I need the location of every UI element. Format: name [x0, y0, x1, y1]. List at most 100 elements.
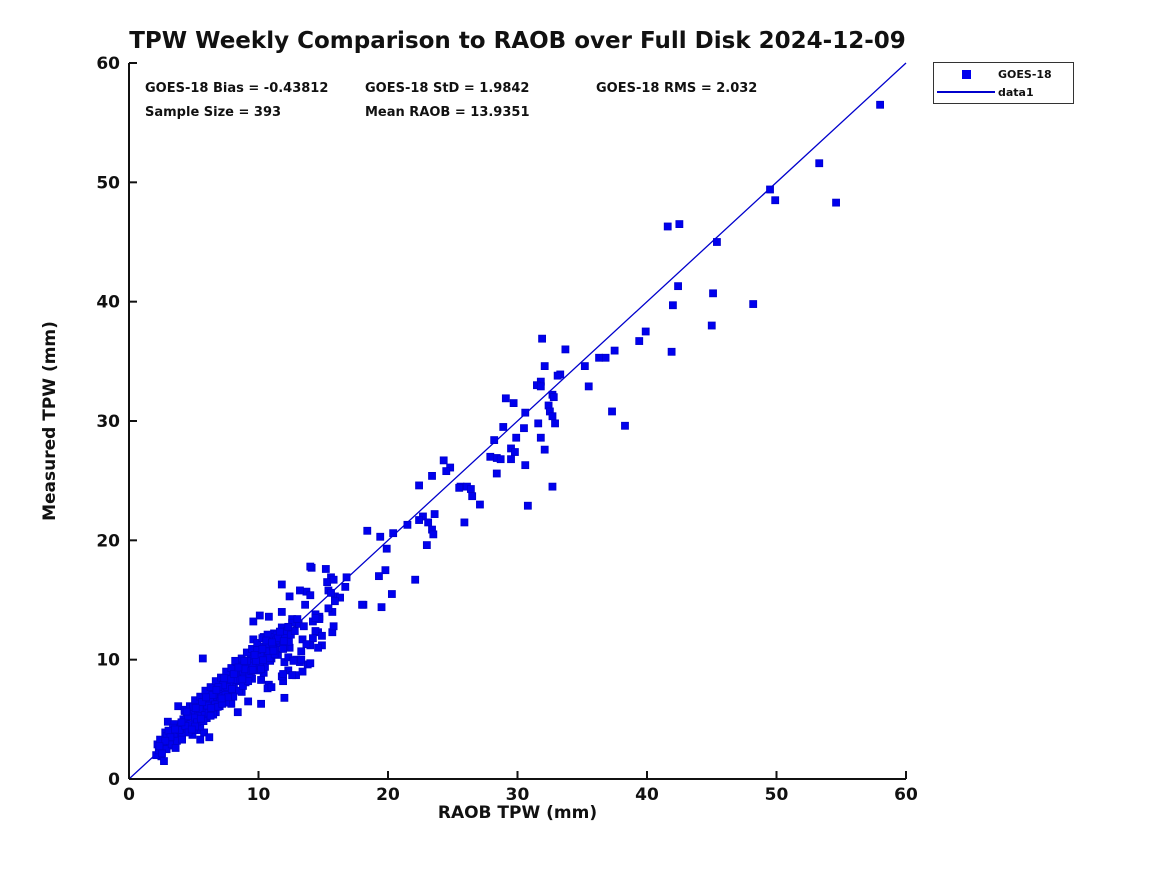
- scatter-point: [548, 482, 557, 491]
- scatter-point: [329, 622, 338, 631]
- scatter-point: [171, 744, 180, 752]
- y-tick-label: 0: [108, 770, 120, 790]
- x-tick-label: 20: [376, 785, 400, 805]
- scatter-point: [669, 301, 677, 310]
- scatter-point: [205, 733, 214, 742]
- scatter-point: [429, 530, 438, 539]
- scatter-point: [422, 541, 431, 550]
- y-tick-label: 20: [96, 531, 120, 551]
- scatter-point: [499, 423, 508, 431]
- scatter-point: [601, 353, 610, 362]
- scatter-point: [442, 467, 451, 476]
- scatter-point: [318, 631, 326, 640]
- stat-rms: GOES-18 RMS = 2.032: [596, 81, 758, 96]
- scatter-point: [375, 572, 383, 581]
- scatter-point: [512, 433, 521, 442]
- scatter-point: [540, 445, 549, 454]
- scatter-point: [177, 718, 186, 727]
- scatter-point: [241, 665, 249, 674]
- scatter-point: [268, 638, 276, 647]
- y-tick-label: 30: [96, 412, 120, 432]
- scatter-point: [358, 600, 367, 609]
- scatter-point: [468, 492, 477, 501]
- scatter-point: [267, 683, 276, 692]
- scatter-point: [311, 627, 320, 635]
- scatter-point: [663, 222, 672, 231]
- scatter-point: [538, 334, 547, 343]
- scatter-point: [279, 645, 288, 653]
- scatter-point: [376, 532, 385, 541]
- scatter-point: [217, 694, 226, 703]
- x-tick-label: 0: [123, 785, 135, 805]
- y-tick-label: 10: [96, 651, 120, 671]
- scatter-point: [490, 436, 499, 444]
- scatter-point: [455, 483, 464, 492]
- scatter-point: [507, 455, 515, 464]
- scatter-point: [610, 346, 619, 355]
- scatter-point: [501, 394, 510, 403]
- legend-box: GOES-18 data1: [933, 62, 1074, 104]
- scatter-point: [548, 412, 557, 421]
- scatter-point: [608, 407, 616, 416]
- scatter-point: [238, 675, 247, 684]
- scatter-point: [382, 544, 391, 553]
- scatter-point: [520, 424, 528, 433]
- x-tick-label: 60: [894, 785, 918, 805]
- legend-line-swatch: [934, 91, 998, 93]
- scatter-point: [220, 674, 229, 683]
- scatter-point: [280, 693, 289, 702]
- scatter-point: [439, 456, 448, 465]
- scatter-point: [521, 461, 530, 470]
- scatter-point: [314, 643, 322, 652]
- scatter-point: [229, 670, 238, 678]
- scatter-point: [766, 185, 774, 194]
- scatter-point: [248, 665, 257, 674]
- scatter-point: [815, 159, 824, 168]
- scatter-point: [264, 612, 273, 621]
- scatter-point: [635, 337, 644, 345]
- scatter-point: [308, 634, 317, 643]
- scatter-point: [331, 597, 339, 606]
- scatter-point: [553, 371, 562, 380]
- scatter-point: [707, 321, 716, 330]
- stat-sample-size: Sample Size = 393: [145, 105, 282, 120]
- scatter-point: [311, 614, 320, 622]
- scatter-point: [279, 637, 288, 646]
- scatter-point: [293, 615, 302, 623]
- scatter-point: [191, 704, 200, 712]
- scatter-point: [206, 711, 215, 720]
- scatter-point: [279, 670, 288, 678]
- scatter-point: [244, 697, 253, 706]
- scatter-point: [207, 704, 216, 712]
- scatter-point: [277, 608, 286, 616]
- scatter-point: [212, 686, 221, 694]
- scatter-point: [257, 665, 265, 674]
- scatter-point: [249, 617, 258, 626]
- scatter-point: [290, 627, 299, 635]
- scatter-point: [771, 196, 780, 205]
- chart-title: TPW Weekly Comparison to RAOB over Full …: [129, 28, 906, 54]
- scatter-point: [257, 676, 265, 684]
- y-tick-label: 50: [96, 173, 120, 193]
- scatter-point: [277, 580, 286, 589]
- scatter-point: [306, 562, 315, 571]
- line-swatch-icon: [937, 91, 995, 93]
- scatter-point: [233, 708, 242, 717]
- scatter-point: [275, 627, 284, 636]
- scatter-point: [674, 282, 682, 291]
- legend-label-data1: data1: [998, 85, 1034, 99]
- scatter-point: [178, 735, 186, 744]
- scatter-point: [667, 347, 676, 356]
- scatter-point: [160, 757, 168, 765]
- legend-entry-goes18: GOES-18: [934, 66, 1073, 82]
- legend-marker-swatch: [934, 69, 998, 79]
- scatter-point: [832, 198, 840, 207]
- scatter-point: [561, 345, 570, 354]
- scatter-point: [296, 586, 304, 595]
- scatter-point: [171, 725, 179, 734]
- scatter-point: [324, 604, 333, 613]
- scatter-point: [486, 452, 495, 461]
- scatter-point: [231, 656, 240, 665]
